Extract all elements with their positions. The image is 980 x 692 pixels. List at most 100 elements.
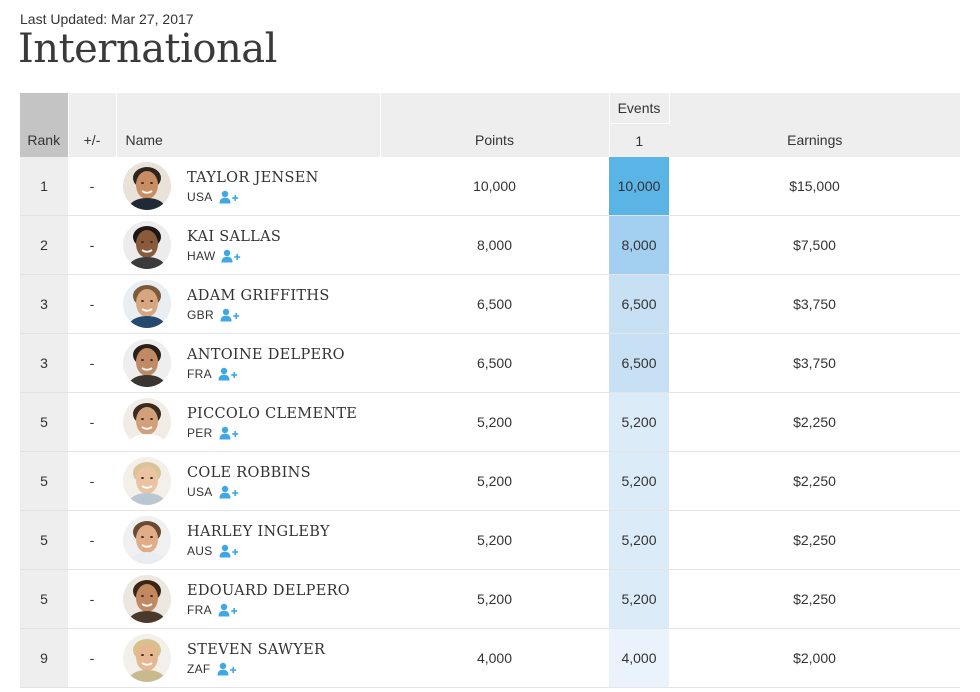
add-user-icon[interactable] (221, 249, 241, 263)
rank-cell: 1 (20, 157, 68, 216)
last-updated-text: Last Updated: Mar 27, 2017 (20, 11, 194, 27)
event-1-result-cell[interactable]: 6,500 (609, 333, 669, 393)
rank-cell: 3 (20, 333, 68, 393)
avatar[interactable] (123, 339, 171, 387)
earnings-column-header[interactable]: Earnings (669, 93, 960, 157)
add-user-icon[interactable] (217, 662, 237, 676)
rank-change-cell: - (68, 569, 116, 629)
surfer-cell: COLE ROBBINS USA (116, 451, 380, 511)
events-group-header: Events (609, 93, 670, 124)
country-code: PER (187, 425, 213, 440)
rank-cell: 2 (20, 215, 68, 275)
rank-cell: 5 (20, 392, 68, 452)
rank-change-cell: - (68, 215, 116, 275)
rank-column-header[interactable]: Rank (20, 93, 69, 157)
country-code: USA (187, 189, 213, 204)
earnings-cell: $2,250 (669, 392, 960, 452)
avatar[interactable] (123, 162, 171, 210)
add-user-icon[interactable] (218, 367, 238, 381)
surfer-cell: KAI SALLAS HAW (116, 215, 380, 275)
event-1-result-cell[interactable]: 4,000 (609, 628, 669, 688)
table-row: 9 - STEVEN SAWYER (20, 628, 960, 688)
event-1-result-cell[interactable]: 8,000 (609, 215, 669, 275)
country-code: FRA (187, 602, 212, 617)
avatar[interactable] (123, 221, 171, 269)
surfer-cell: STEVEN SAWYER ZAF (116, 628, 380, 688)
points-cell: 5,200 (380, 510, 609, 570)
surfer-name-link[interactable]: ADAM GRIFFITHS (187, 287, 330, 304)
rank-change-cell: - (68, 451, 116, 511)
surfer-name-link[interactable]: STEVEN SAWYER (187, 641, 326, 658)
rank-cell: 9 (20, 628, 68, 688)
country-code: GBR (187, 307, 214, 322)
surfer-name-link[interactable]: ANTOINE DELPERO (187, 346, 345, 363)
rank-cell: 5 (20, 569, 68, 629)
rank-cell: 5 (20, 510, 68, 570)
surfer-cell: EDOUARD DELPERO FRA (116, 569, 380, 629)
surfer-name-link[interactable]: KAI SALLAS (187, 228, 282, 245)
surfer-cell: TAYLOR JENSEN USA (116, 157, 380, 216)
change-column-header[interactable]: +/- (68, 93, 117, 157)
points-cell: 10,000 (380, 157, 609, 216)
country-code: AUS (187, 543, 213, 558)
points-cell: 5,200 (380, 451, 609, 511)
rank-change-cell: - (68, 628, 116, 688)
table-row: 5 - COLE ROBBINS (20, 451, 960, 511)
event-1-result-cell[interactable]: 5,200 (609, 569, 669, 629)
table-row: 1 - TAYLOR JENSEN (20, 157, 960, 216)
rank-change-cell: - (68, 157, 116, 216)
table-row: 2 - KAI SALLAS (20, 215, 960, 275)
surfer-name-link[interactable]: HARLEY INGLEBY (187, 523, 330, 540)
surfer-cell: ANTOINE DELPERO FRA (116, 333, 380, 393)
table-row: 5 - PICCOLO CLEMENTE (20, 392, 960, 452)
table-row: 3 - ADAM GRIFFITHS (20, 274, 960, 334)
add-user-icon[interactable] (219, 426, 239, 440)
add-user-icon[interactable] (220, 308, 240, 322)
surfer-cell: ADAM GRIFFITHS GBR (116, 274, 380, 334)
country-code: FRA (187, 366, 212, 381)
add-user-icon[interactable] (219, 544, 239, 558)
rank-change-cell: - (68, 274, 116, 334)
earnings-cell: $3,750 (669, 274, 960, 334)
table-row: 5 - EDOUARD DELPERO (20, 569, 960, 629)
surfer-name-link[interactable]: COLE ROBBINS (187, 464, 311, 481)
points-cell: 6,500 (380, 333, 609, 393)
points-column-header[interactable]: Points (380, 93, 610, 157)
page-title: International (18, 26, 277, 72)
surfer-cell: HARLEY INGLEBY AUS (116, 510, 380, 570)
event-1-result-cell[interactable]: 6,500 (609, 274, 669, 334)
event-1-result-cell[interactable]: 5,200 (609, 510, 669, 570)
country-code: USA (187, 484, 213, 499)
table-row: 3 - ANTOINE DELPERO (20, 333, 960, 393)
avatar[interactable] (123, 280, 171, 328)
surfer-name-link[interactable]: PICCOLO CLEMENTE (187, 405, 358, 422)
rank-cell: 5 (20, 451, 68, 511)
points-cell: 6,500 (380, 274, 609, 334)
event-1-result-cell[interactable]: 5,200 (609, 392, 669, 452)
earnings-cell: $2,000 (669, 628, 960, 688)
earnings-cell: $15,000 (669, 157, 960, 216)
surfer-name-link[interactable]: TAYLOR JENSEN (187, 169, 319, 186)
avatar[interactable] (123, 516, 171, 564)
rank-change-cell: - (68, 510, 116, 570)
surfer-name-link[interactable]: EDOUARD DELPERO (187, 582, 350, 599)
avatar[interactable] (123, 575, 171, 623)
event-1-result-cell[interactable]: 5,200 (609, 451, 669, 511)
avatar[interactable] (123, 398, 171, 446)
points-cell: 5,200 (380, 392, 609, 452)
avatar[interactable] (123, 634, 171, 682)
add-user-icon[interactable] (219, 485, 239, 499)
surfer-cell: PICCOLO CLEMENTE PER (116, 392, 380, 452)
country-code: HAW (187, 248, 216, 263)
points-cell: 4,000 (380, 628, 609, 688)
name-column-header[interactable]: Name (116, 93, 381, 157)
earnings-cell: $2,250 (669, 510, 960, 570)
event-1-column-header[interactable]: 1 (609, 123, 669, 157)
rank-change-cell: - (68, 333, 116, 393)
add-user-icon[interactable] (218, 603, 238, 617)
event-1-result-cell[interactable]: 10,000 (609, 157, 669, 216)
avatar[interactable] (123, 457, 171, 505)
add-user-icon[interactable] (219, 190, 239, 204)
earnings-cell: $3,750 (669, 333, 960, 393)
earnings-cell: $2,250 (669, 569, 960, 629)
